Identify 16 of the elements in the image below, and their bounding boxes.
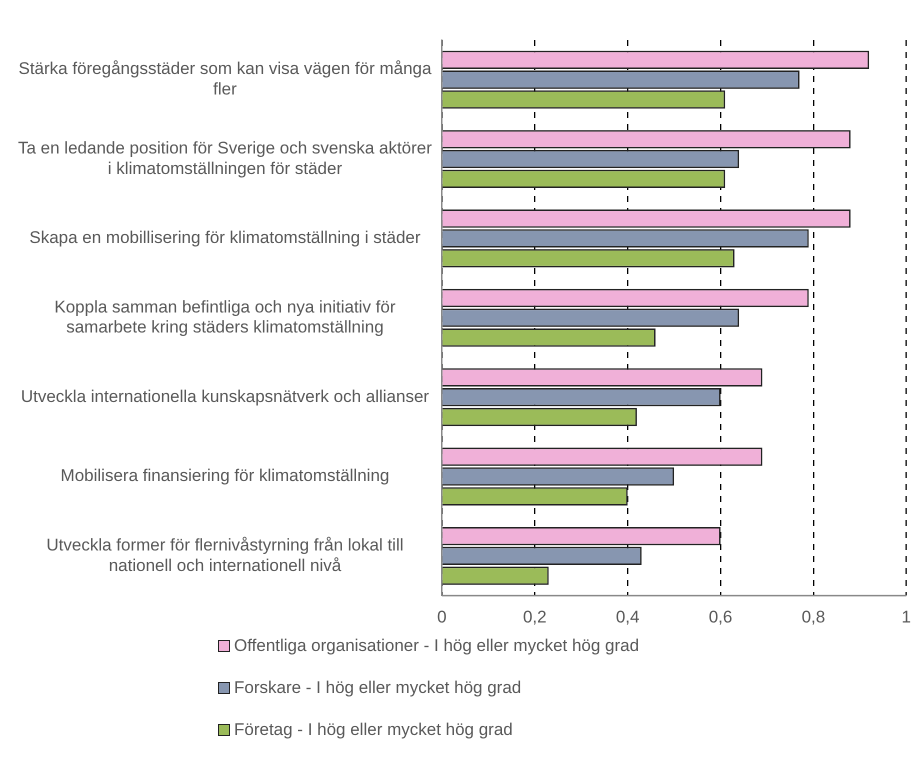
y-tick-label: Stärka föregångsstäder som kan visa vägen för många fler — [18, 59, 432, 99]
x-tick-label: 0,4 — [616, 607, 640, 626]
y-tick-label: Skapa en mobillisering för klimatomställning i städer — [29, 228, 421, 248]
x-tick-label: 0,8 — [802, 607, 826, 626]
y-tick-label: Utveckla former för flernivåstyrning från lokal till nationell och internationell nivå — [46, 535, 404, 575]
y-tick-label: Ta en ledande position för Sverige och svenska aktörer i klimatomställningen för städer — [18, 138, 432, 178]
legend-label: Forskare - I hög eller mycket hög grad — [234, 678, 522, 698]
x-tick-label: 1 — [902, 607, 912, 626]
y-tick-label: Mobilisera finansiering för klimatomställning — [60, 466, 390, 486]
legend-label: Företag - I hög eller mycket hög grad — [234, 720, 513, 740]
y-tick-label: Utveckla internationella kunskapsnätverk och allianser — [20, 386, 430, 406]
x-tick-label: 0,6 — [708, 607, 732, 626]
legend-label: Offentliga organisationer - I hög eller mycket hög grad — [234, 636, 640, 656]
y-tick-label: Koppla samman befintliga och nya initiativ för samarbete kring städers klimatomställning — [54, 297, 396, 337]
x-tick-label: 0 — [437, 607, 447, 626]
x-tick-label: 0,2 — [522, 607, 547, 626]
